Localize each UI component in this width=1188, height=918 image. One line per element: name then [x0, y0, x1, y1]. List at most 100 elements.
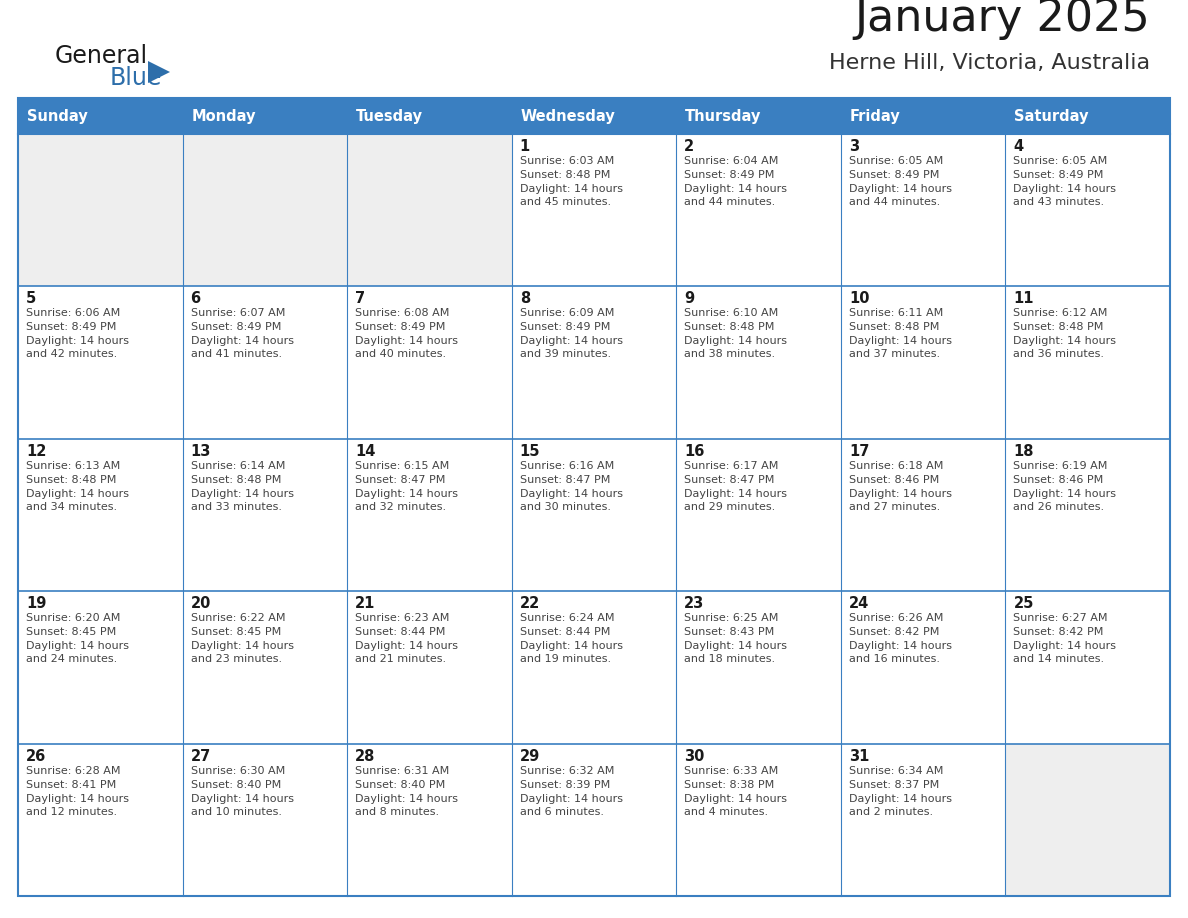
- Bar: [841, 134, 1005, 286]
- Text: and 36 minutes.: and 36 minutes.: [1013, 350, 1105, 360]
- Text: Sunrise: 6:22 AM: Sunrise: 6:22 AM: [190, 613, 285, 623]
- Bar: [841, 286, 1005, 439]
- Bar: [676, 98, 841, 134]
- Text: Daylight: 14 hours: Daylight: 14 hours: [849, 336, 952, 346]
- Text: Sunset: 8:49 PM: Sunset: 8:49 PM: [684, 170, 775, 180]
- Text: Herne Hill, Victoria, Australia: Herne Hill, Victoria, Australia: [829, 53, 1150, 73]
- Text: Sunset: 8:46 PM: Sunset: 8:46 PM: [1013, 475, 1104, 485]
- Text: 17: 17: [849, 443, 870, 459]
- Bar: [676, 286, 841, 439]
- Bar: [347, 134, 512, 286]
- Bar: [347, 744, 512, 896]
- Text: Sunset: 8:49 PM: Sunset: 8:49 PM: [849, 170, 940, 180]
- Text: Sunrise: 6:33 AM: Sunrise: 6:33 AM: [684, 766, 778, 776]
- Text: Daylight: 14 hours: Daylight: 14 hours: [26, 793, 129, 803]
- Text: Sunrise: 6:16 AM: Sunrise: 6:16 AM: [519, 461, 614, 471]
- Text: Sunrise: 6:23 AM: Sunrise: 6:23 AM: [355, 613, 449, 623]
- Bar: [18, 98, 1170, 896]
- Text: Friday: Friday: [849, 108, 901, 124]
- Text: and 37 minutes.: and 37 minutes.: [849, 350, 940, 360]
- Bar: [512, 134, 676, 286]
- Text: 7: 7: [355, 291, 365, 307]
- Text: and 40 minutes.: and 40 minutes.: [355, 350, 447, 360]
- Text: 20: 20: [190, 596, 211, 611]
- Text: Sunrise: 6:18 AM: Sunrise: 6:18 AM: [849, 461, 943, 471]
- Text: Sunset: 8:47 PM: Sunset: 8:47 PM: [684, 475, 775, 485]
- Text: Daylight: 14 hours: Daylight: 14 hours: [519, 488, 623, 498]
- Text: Sunrise: 6:19 AM: Sunrise: 6:19 AM: [1013, 461, 1107, 471]
- Bar: [347, 439, 512, 591]
- Text: Monday: Monday: [191, 108, 257, 124]
- Text: Daylight: 14 hours: Daylight: 14 hours: [355, 641, 459, 651]
- Text: Daylight: 14 hours: Daylight: 14 hours: [26, 488, 129, 498]
- Text: Thursday: Thursday: [685, 108, 762, 124]
- Text: January 2025: January 2025: [854, 0, 1150, 40]
- Text: and 44 minutes.: and 44 minutes.: [849, 197, 940, 207]
- Text: Sunset: 8:49 PM: Sunset: 8:49 PM: [355, 322, 446, 332]
- Text: 19: 19: [26, 596, 46, 611]
- Bar: [841, 439, 1005, 591]
- Bar: [512, 439, 676, 591]
- Bar: [676, 744, 841, 896]
- Text: Daylight: 14 hours: Daylight: 14 hours: [519, 184, 623, 194]
- Text: Sunset: 8:48 PM: Sunset: 8:48 PM: [1013, 322, 1104, 332]
- Text: Sunrise: 6:20 AM: Sunrise: 6:20 AM: [26, 613, 120, 623]
- Text: 26: 26: [26, 748, 46, 764]
- Text: and 23 minutes.: and 23 minutes.: [190, 655, 282, 665]
- Text: 6: 6: [190, 291, 201, 307]
- Text: and 43 minutes.: and 43 minutes.: [1013, 197, 1105, 207]
- Text: Sunrise: 6:34 AM: Sunrise: 6:34 AM: [849, 766, 943, 776]
- Text: Sunset: 8:38 PM: Sunset: 8:38 PM: [684, 779, 775, 789]
- Text: 13: 13: [190, 443, 211, 459]
- Text: General: General: [55, 44, 148, 68]
- Text: Sunrise: 6:11 AM: Sunrise: 6:11 AM: [849, 308, 943, 319]
- Text: Sunrise: 6:05 AM: Sunrise: 6:05 AM: [1013, 156, 1107, 166]
- Text: 21: 21: [355, 596, 375, 611]
- Bar: [512, 98, 676, 134]
- Text: 22: 22: [519, 596, 541, 611]
- Text: Sunset: 8:48 PM: Sunset: 8:48 PM: [190, 475, 280, 485]
- Text: Daylight: 14 hours: Daylight: 14 hours: [355, 488, 459, 498]
- Text: Sunset: 8:48 PM: Sunset: 8:48 PM: [849, 322, 940, 332]
- Text: 10: 10: [849, 291, 870, 307]
- Text: Daylight: 14 hours: Daylight: 14 hours: [190, 336, 293, 346]
- Text: 24: 24: [849, 596, 870, 611]
- Bar: [183, 98, 347, 134]
- Text: Sunset: 8:49 PM: Sunset: 8:49 PM: [1013, 170, 1104, 180]
- Text: Sunset: 8:44 PM: Sunset: 8:44 PM: [519, 627, 611, 637]
- Text: Daylight: 14 hours: Daylight: 14 hours: [849, 488, 952, 498]
- Text: and 19 minutes.: and 19 minutes.: [519, 655, 611, 665]
- Bar: [18, 744, 183, 896]
- Text: Sunrise: 6:25 AM: Sunrise: 6:25 AM: [684, 613, 778, 623]
- Text: Daylight: 14 hours: Daylight: 14 hours: [684, 793, 788, 803]
- Text: and 4 minutes.: and 4 minutes.: [684, 807, 769, 817]
- Text: and 21 minutes.: and 21 minutes.: [355, 655, 447, 665]
- Text: Daylight: 14 hours: Daylight: 14 hours: [684, 488, 788, 498]
- Bar: [676, 439, 841, 591]
- Text: Sunrise: 6:09 AM: Sunrise: 6:09 AM: [519, 308, 614, 319]
- Text: Sunrise: 6:05 AM: Sunrise: 6:05 AM: [849, 156, 943, 166]
- Text: Sunset: 8:46 PM: Sunset: 8:46 PM: [849, 475, 939, 485]
- Text: Tuesday: Tuesday: [356, 108, 423, 124]
- Bar: [1005, 98, 1170, 134]
- Bar: [841, 744, 1005, 896]
- Bar: [841, 591, 1005, 744]
- Bar: [512, 744, 676, 896]
- Text: Sunset: 8:49 PM: Sunset: 8:49 PM: [26, 322, 116, 332]
- Text: Daylight: 14 hours: Daylight: 14 hours: [1013, 184, 1117, 194]
- Bar: [1005, 744, 1170, 896]
- Text: Daylight: 14 hours: Daylight: 14 hours: [849, 641, 952, 651]
- Text: Saturday: Saturday: [1015, 108, 1089, 124]
- Text: and 26 minutes.: and 26 minutes.: [1013, 502, 1105, 512]
- Text: Daylight: 14 hours: Daylight: 14 hours: [190, 793, 293, 803]
- Text: Daylight: 14 hours: Daylight: 14 hours: [519, 336, 623, 346]
- Text: Daylight: 14 hours: Daylight: 14 hours: [26, 641, 129, 651]
- Text: Sunrise: 6:03 AM: Sunrise: 6:03 AM: [519, 156, 614, 166]
- Text: Sunrise: 6:08 AM: Sunrise: 6:08 AM: [355, 308, 449, 319]
- Text: Daylight: 14 hours: Daylight: 14 hours: [190, 488, 293, 498]
- Text: and 6 minutes.: and 6 minutes.: [519, 807, 604, 817]
- Text: and 44 minutes.: and 44 minutes.: [684, 197, 776, 207]
- Bar: [347, 286, 512, 439]
- Bar: [183, 286, 347, 439]
- Text: and 16 minutes.: and 16 minutes.: [849, 655, 940, 665]
